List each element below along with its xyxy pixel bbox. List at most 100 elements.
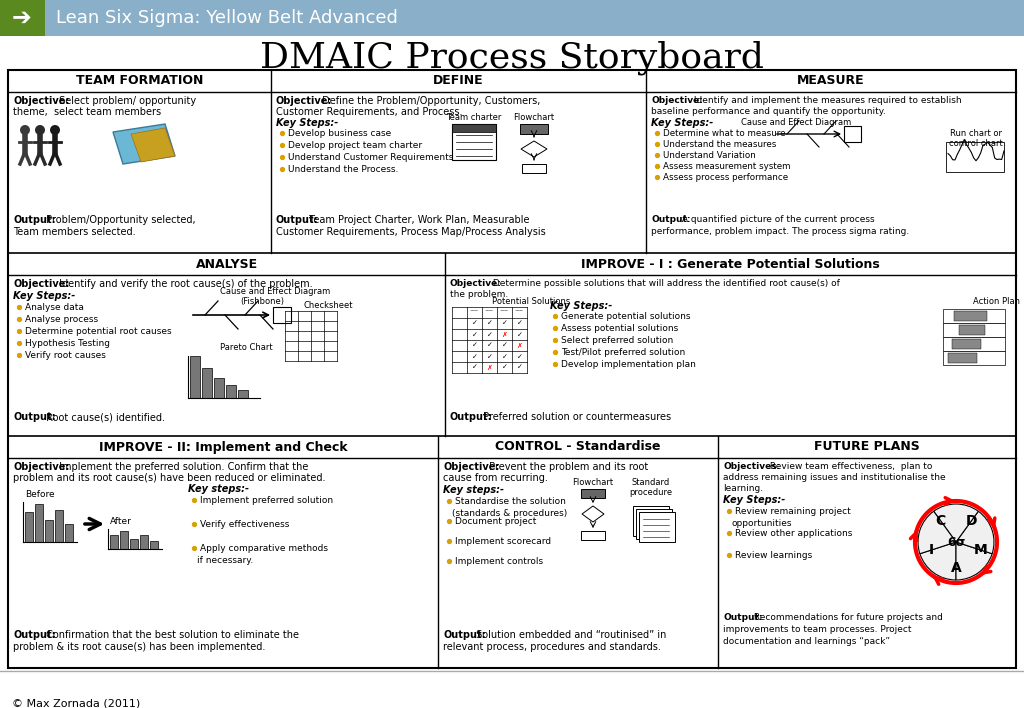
Text: Prevent the problem and its root: Prevent the problem and its root <box>486 462 648 472</box>
Text: Understand Variation: Understand Variation <box>663 151 756 160</box>
Text: ✓: ✓ <box>502 321 508 326</box>
Bar <box>581 531 605 540</box>
Text: FUTURE PLANS: FUTURE PLANS <box>814 440 920 454</box>
Text: Identify and verify the root cause(s) of the problem.: Identify and verify the root cause(s) of… <box>56 279 313 289</box>
Text: Potential Solutions: Potential Solutions <box>492 297 570 306</box>
Text: Customer Requirements, and Process.: Customer Requirements, and Process. <box>276 107 463 117</box>
Text: Implement scorecard: Implement scorecard <box>455 537 551 546</box>
Text: Select preferred solution: Select preferred solution <box>561 336 673 345</box>
Text: Determine potential root causes: Determine potential root causes <box>25 327 172 336</box>
Text: Develop business case: Develop business case <box>288 129 391 138</box>
Text: Key Steps:-: Key Steps:- <box>13 291 75 301</box>
Text: ✗: ✗ <box>516 343 522 348</box>
Text: Review learnings: Review learnings <box>735 551 812 560</box>
Text: Apply comparative methods: Apply comparative methods <box>200 544 328 553</box>
Text: Output:: Output: <box>443 630 485 640</box>
Text: ✓: ✓ <box>502 343 508 348</box>
Wedge shape <box>918 511 956 554</box>
Polygon shape <box>113 124 175 164</box>
Text: relevant process, procedures and standards.: relevant process, procedures and standar… <box>443 642 660 652</box>
Bar <box>202 368 212 398</box>
Text: A quantified picture of the current process: A quantified picture of the current proc… <box>679 215 874 224</box>
Text: ✓: ✓ <box>472 353 477 360</box>
Text: Action Plan: Action Plan <box>973 297 1020 306</box>
Text: Objective:: Objective: <box>13 96 70 106</box>
Bar <box>25 512 33 542</box>
Text: ~~: ~~ <box>500 309 509 314</box>
Text: Determine what to measure: Determine what to measure <box>663 129 785 138</box>
Bar <box>952 339 981 349</box>
Circle shape <box>35 125 45 135</box>
Text: Assess measurement system: Assess measurement system <box>663 162 791 171</box>
Text: Problem/Opportunity selected,: Problem/Opportunity selected, <box>43 215 196 225</box>
Text: Key steps:-: Key steps:- <box>188 484 249 494</box>
Text: Review team effectiveness,  plan to: Review team effectiveness, plan to <box>767 462 933 471</box>
Text: ~~: ~~ <box>485 309 495 314</box>
Text: Review remaining project: Review remaining project <box>735 507 851 516</box>
Text: Verify effectiveness: Verify effectiveness <box>200 520 290 529</box>
Text: Select problem/ opportunity: Select problem/ opportunity <box>56 96 197 106</box>
Text: Implement the preferred solution. Confirm that the: Implement the preferred solution. Confir… <box>56 462 309 472</box>
Text: ✓: ✓ <box>486 321 493 326</box>
Text: Generate potential solutions: Generate potential solutions <box>561 312 690 321</box>
Bar <box>65 524 73 542</box>
Text: TEAM FORMATION: TEAM FORMATION <box>76 74 203 88</box>
Bar <box>639 512 675 542</box>
Text: ✓: ✓ <box>516 331 522 338</box>
Text: (Fishbone): (Fishbone) <box>240 297 284 306</box>
Text: Test/Pilot preferred solution: Test/Pilot preferred solution <box>561 348 685 357</box>
Text: Assess process performance: Assess process performance <box>663 173 788 182</box>
Text: Output:: Output: <box>723 613 763 622</box>
Text: ✓: ✓ <box>516 365 522 370</box>
Bar <box>581 489 605 498</box>
Text: ➔: ➔ <box>12 6 32 30</box>
Text: learning.: learning. <box>723 484 763 493</box>
Text: ✓: ✓ <box>472 343 477 348</box>
Text: Standardise the solution: Standardise the solution <box>455 497 566 506</box>
Text: Objective:: Objective: <box>450 279 502 288</box>
Bar <box>636 509 672 539</box>
Bar <box>0 0 45 36</box>
Bar <box>35 504 43 542</box>
Text: Recommendations for future projects and: Recommendations for future projects and <box>752 613 943 622</box>
Text: Solution embedded and “routinised” in: Solution embedded and “routinised” in <box>473 630 667 640</box>
Text: A: A <box>950 561 962 575</box>
Text: Objective:: Objective: <box>13 462 70 472</box>
Text: Identify and implement the measures required to establish: Identify and implement the measures requ… <box>691 96 962 105</box>
Text: ✓: ✓ <box>516 321 522 326</box>
Bar <box>943 351 1005 365</box>
Text: ~~: ~~ <box>470 309 479 314</box>
Text: 6σ: 6σ <box>947 535 966 549</box>
Bar <box>520 124 548 134</box>
Text: Root cause(s) identified.: Root cause(s) identified. <box>43 412 166 422</box>
Text: MEASURE: MEASURE <box>798 74 865 88</box>
Text: Cause and Effect Diagram: Cause and Effect Diagram <box>220 287 331 296</box>
Text: D: D <box>966 514 977 528</box>
Text: Understand the measures: Understand the measures <box>663 140 776 149</box>
Text: Objective:: Objective: <box>276 96 333 106</box>
Bar <box>946 142 1004 172</box>
Bar <box>948 353 977 363</box>
Wedge shape <box>956 542 992 580</box>
Text: Customer Requirements, Process Map/Process Analysis: Customer Requirements, Process Map/Proce… <box>276 227 546 237</box>
Text: (standards & procedures): (standards & procedures) <box>452 509 567 518</box>
Bar <box>452 124 496 132</box>
Text: documentation and learnings “pack”: documentation and learnings “pack” <box>723 637 890 646</box>
Bar <box>45 520 53 542</box>
Polygon shape <box>131 128 175 162</box>
Text: performance, problem impact. The process sigma rating.: performance, problem impact. The process… <box>651 227 909 236</box>
Bar <box>954 311 987 321</box>
Text: ✓: ✓ <box>486 353 493 360</box>
Bar <box>110 535 118 549</box>
Bar <box>943 309 1005 323</box>
Text: Output:: Output: <box>276 215 318 225</box>
Text: © Max Zornada (2011): © Max Zornada (2011) <box>12 698 140 708</box>
Text: M: M <box>974 543 987 557</box>
Text: Pareto Chart: Pareto Chart <box>220 343 272 352</box>
Bar <box>140 535 148 549</box>
Text: Objectives:: Objectives: <box>723 462 780 471</box>
Text: Objective:: Objective: <box>13 279 70 289</box>
Text: Confirmation that the best solution to eliminate the: Confirmation that the best solution to e… <box>43 630 299 640</box>
Text: Flowchart: Flowchart <box>513 113 555 122</box>
Text: Define the Problem/Opportunity, Customers,: Define the Problem/Opportunity, Customer… <box>319 96 541 106</box>
